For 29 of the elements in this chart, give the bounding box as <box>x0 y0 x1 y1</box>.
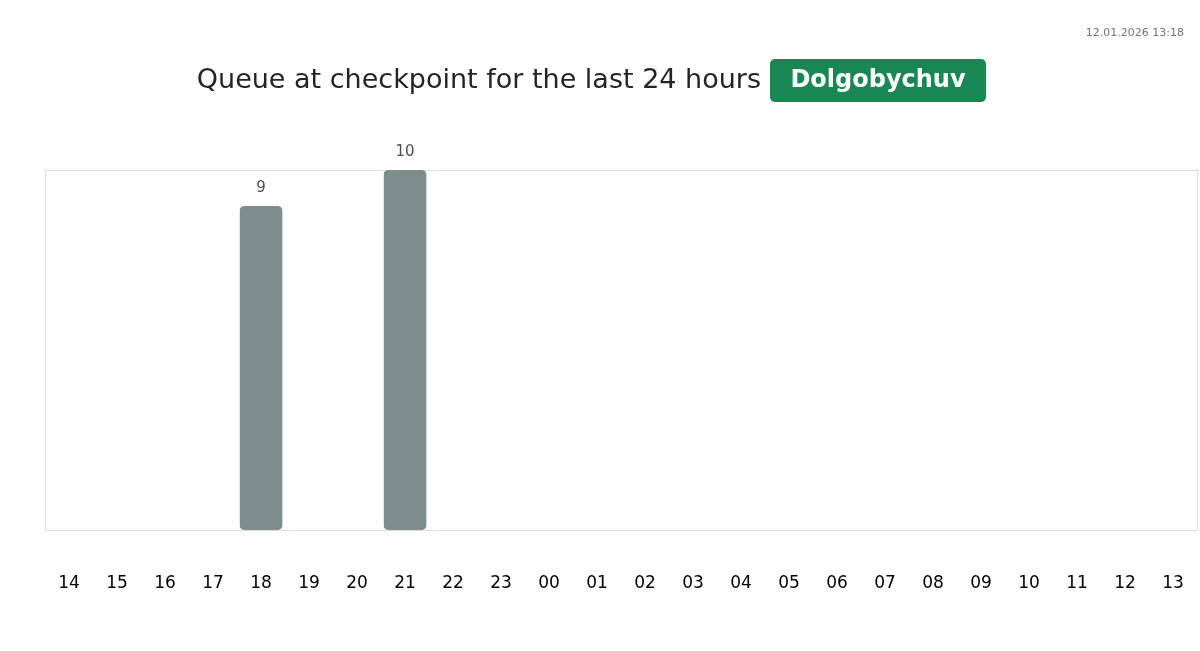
x-tick-label: 19 <box>298 571 320 592</box>
x-tick-label: 04 <box>730 571 752 592</box>
x-tick-label: 23 <box>490 571 512 592</box>
x-tick-label: 11 <box>1066 571 1088 592</box>
x-tick-label: 01 <box>586 571 608 592</box>
x-tick-label: 15 <box>106 571 128 592</box>
x-tick-label: 07 <box>874 571 896 592</box>
x-tick-label: 09 <box>970 571 992 592</box>
x-tick-label: 12 <box>1114 571 1136 592</box>
x-tick-label: 03 <box>682 571 704 592</box>
data-label: 10 <box>395 142 415 160</box>
x-tick-label: 22 <box>442 571 464 592</box>
x-tick-label: 16 <box>154 571 176 592</box>
x-tick-label: 00 <box>538 571 560 592</box>
x-tick-label: 10 <box>1018 571 1040 592</box>
x-tick-label: 13 <box>1162 571 1184 592</box>
x-tick-label: 08 <box>922 571 944 592</box>
text: 12.01.2026 13:18 <box>1085 26 1184 39</box>
x-tick-label: 18 <box>250 571 272 592</box>
x-tick-label: 20 <box>346 571 368 592</box>
chart-title: Queue at checkpoint for the last 24 hours <box>196 63 761 94</box>
x-tick-label: 06 <box>826 571 848 592</box>
x-tick-label: 02 <box>634 571 656 592</box>
data-label: 9 <box>256 178 266 196</box>
x-tick-label: 17 <box>202 571 224 592</box>
chart-subtitle: Dolgobychuv <box>790 65 966 93</box>
x-tick-label: 21 <box>394 571 416 592</box>
x-tick-label: 14 <box>58 571 80 592</box>
x-tick-label: 05 <box>778 571 800 592</box>
